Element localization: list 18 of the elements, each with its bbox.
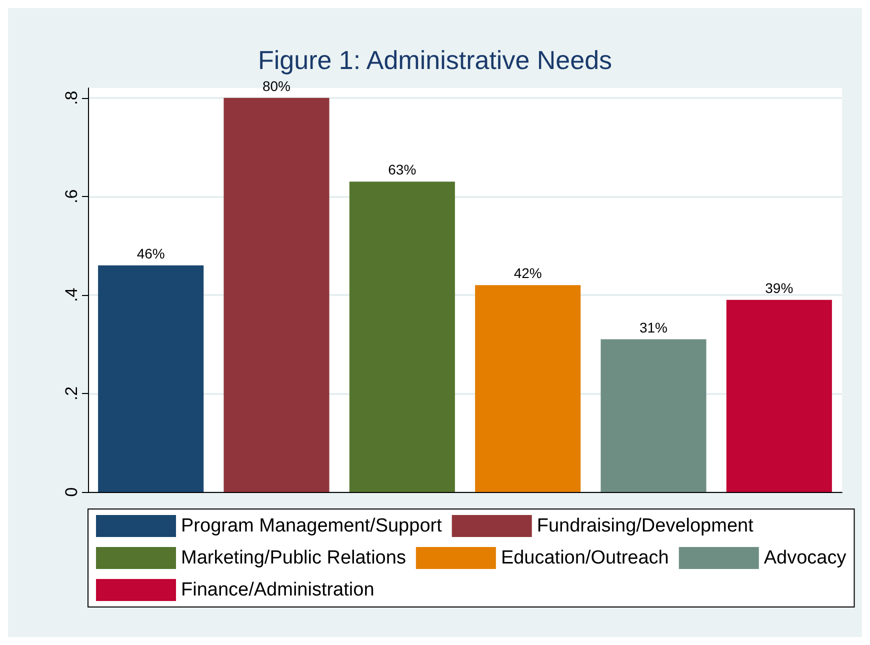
- legend-label: Finance/Administration: [181, 580, 374, 600]
- legend-label: Fundraising/Development: [536, 516, 754, 536]
- legend-label: Marketing/Public Relations: [181, 548, 406, 568]
- y-tick-label: 0: [62, 487, 81, 497]
- legend-label: Advocacy: [764, 548, 847, 568]
- legend-label: Program Management/Support: [181, 516, 443, 536]
- y-tick-label: .2: [62, 386, 81, 401]
- data-label: 31%: [639, 319, 668, 336]
- y-tick-label: .4: [62, 288, 81, 302]
- y-tick-label: .6: [62, 189, 81, 204]
- data-label: 80%: [262, 78, 291, 94]
- data-label: 63%: [388, 162, 416, 178]
- y-tick-label: .8: [62, 90, 81, 105]
- chart-title: Figure 1: Administrative Needs: [258, 45, 612, 75]
- data-label: 46%: [136, 245, 165, 262]
- legend-label: Education/Outreach: [500, 548, 669, 568]
- data-label: 42%: [514, 265, 542, 282]
- data-label: 39%: [765, 280, 794, 296]
